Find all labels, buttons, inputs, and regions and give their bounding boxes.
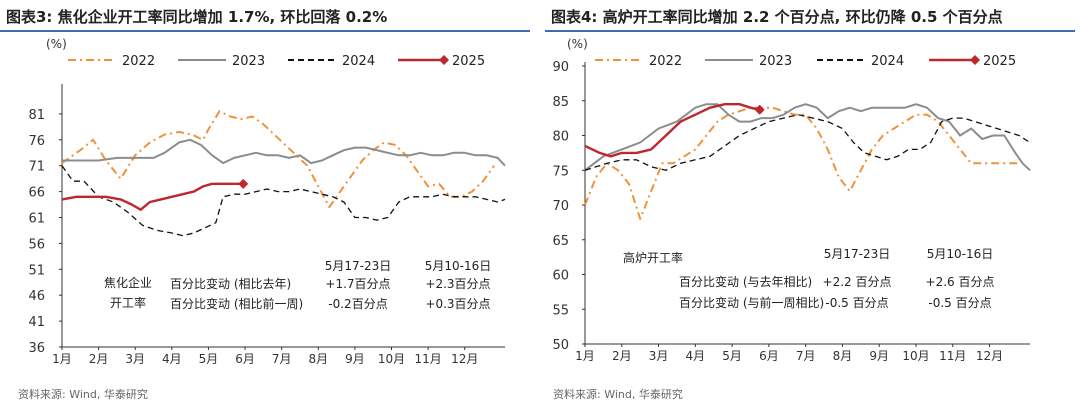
y-tick-label: 75 [552,164,569,179]
left-source: 资料来源: Wind, 华泰研究 [18,388,148,401]
legend-label-2023: 2023 [232,54,265,69]
y-tick-label: 80 [552,130,569,145]
x-tick-label: 1月 [575,349,595,363]
table-row-caption: 百分比变动 (与去年相比) [679,274,812,289]
table-row-caption: 百分比变动 (相比去年) [170,276,291,291]
legend-label-2025: 2025 [983,54,1016,69]
series-end-marker-2025 [754,104,765,115]
table-row-label: 开工率 [110,295,146,310]
legend-label-2022: 2022 [649,54,682,69]
table-value: +2.3百分点 [425,277,490,291]
x-tick-label: 4月 [162,352,182,366]
table-value: +2.6 百分点 [926,275,995,289]
y-tick-label: 50 [552,338,569,353]
y-tick-label: 71 [28,160,45,175]
legend-label-2022: 2022 [122,54,155,69]
series-line-2022 [584,106,1019,220]
left-chart: (%) 36 41 46 51 56 61 66 71 76 81 1月 2月 3月 4月 5月 6月 7月 8月 9… [28,37,506,366]
table-value: -0.5 百分点 [928,296,991,310]
table-value: -0.5 百分点 [825,296,888,310]
table-row-label: 焦化企业 [104,275,152,290]
table-header: 5月17-23日 [824,247,891,261]
x-tick-label: 12月 [976,349,1003,363]
x-tick-label: 7月 [796,349,816,363]
x-tick-label: 3月 [649,349,669,363]
table-header: 5月17-23日 [325,259,392,273]
table-header: 5月10-16日 [425,259,492,273]
series-line-2025 [584,103,760,158]
table-header: 5月10-16日 [927,247,994,261]
legend-marker-2025 [970,55,980,65]
legend-label-2023: 2023 [759,54,792,69]
y-axis-label: (%) [567,37,588,51]
y-tick-label: 70 [552,199,569,214]
y-tick-label: 55 [552,303,569,318]
series-line-2023 [584,103,1031,172]
y-axis-label: (%) [46,37,67,51]
y-tick-label: 41 [28,315,45,330]
x-tick-label: 4月 [686,349,706,363]
x-tick-label: 8月 [308,352,328,366]
x-tick-label: 5月 [722,349,742,363]
table-value: +1.7百分点 [325,277,390,291]
legend-label-2024: 2024 [342,54,375,69]
x-tick-label: 5月 [199,352,219,366]
x-tick-label: 2月 [612,349,632,363]
x-tick-label: 11月 [939,349,966,363]
right-panel: 图表4: 高炉开工率同比增加 2.2 个百分点, 环比仍降 0.5 个百分点 (… [545,0,1080,405]
y-tick-label: 46 [28,289,45,304]
x-tick-label: 6月 [235,352,255,366]
right-chart-title: 图表4: 高炉开工率同比增加 2.2 个百分点, 环比仍降 0.5 个百分点 [551,8,1003,26]
x-tick-label: 10月 [902,349,929,363]
x-tick-label: 9月 [869,349,889,363]
x-tick-label: 11月 [414,352,441,366]
right-source: 资料来源: Wind, 华泰研究 [553,388,683,401]
left-title-rule [0,30,530,32]
x-tick-label: 8月 [833,349,853,363]
y-tick-label: 76 [28,134,45,149]
y-tick-label: 81 [28,108,45,123]
y-tick-label: 56 [28,237,45,252]
y-tick-label: 61 [28,212,45,227]
x-tick-label: 2月 [89,352,109,366]
x-tick-label: 12月 [451,352,478,366]
table-value: +0.3百分点 [425,297,490,311]
left-panel: 图表3: 焦化企业开工率同比增加 1.7%, 环比回落 0.2% (%) 36 41… [0,0,535,405]
x-tick-label: 6月 [759,349,779,363]
y-tick-label: 51 [28,263,45,278]
legend-label-2025: 2025 [452,54,485,69]
y-tick-label: 90 [552,60,569,75]
y-tick-label: 66 [28,186,45,201]
left-chart-title: 图表3: 焦化企业开工率同比增加 1.7%, 环比回落 0.2% [6,8,388,26]
series-line-2024 [61,165,506,237]
x-tick-label: 1月 [52,352,72,366]
x-tick-label: 7月 [272,352,292,366]
x-tick-label: 3月 [125,352,145,366]
table-row-label: 高炉开工率 [623,250,683,265]
y-tick-label: 60 [552,269,569,284]
series-line-2023 [62,138,506,167]
right-title-rule [545,30,1075,32]
y-tick-label: 85 [552,95,569,110]
legend-marker-2025 [439,55,449,65]
series-line-2024 [584,114,1031,171]
table-row-caption: 百分比变动 (与前一周相比) [679,295,824,310]
series-line-2025 [61,182,244,211]
y-tick-label: 65 [552,234,569,249]
right-chart: (%) 50 55 60 65 70 75 80 85 90 1月 2月 3月 4月 5月 6月 7月 8月 9月 1… [552,37,1031,363]
series-line-2022 [61,110,495,209]
table-row-caption: 百分比变动 (相比前一周) [170,296,303,311]
table-value: -0.2百分点 [328,297,387,311]
legend-label-2024: 2024 [871,54,904,69]
y-tick-label: 36 [28,341,45,356]
x-tick-label: 10月 [378,352,405,366]
table-value: +2.2 百分点 [823,275,892,289]
x-tick-label: 9月 [345,352,365,366]
series-end-marker-2025 [238,178,249,189]
